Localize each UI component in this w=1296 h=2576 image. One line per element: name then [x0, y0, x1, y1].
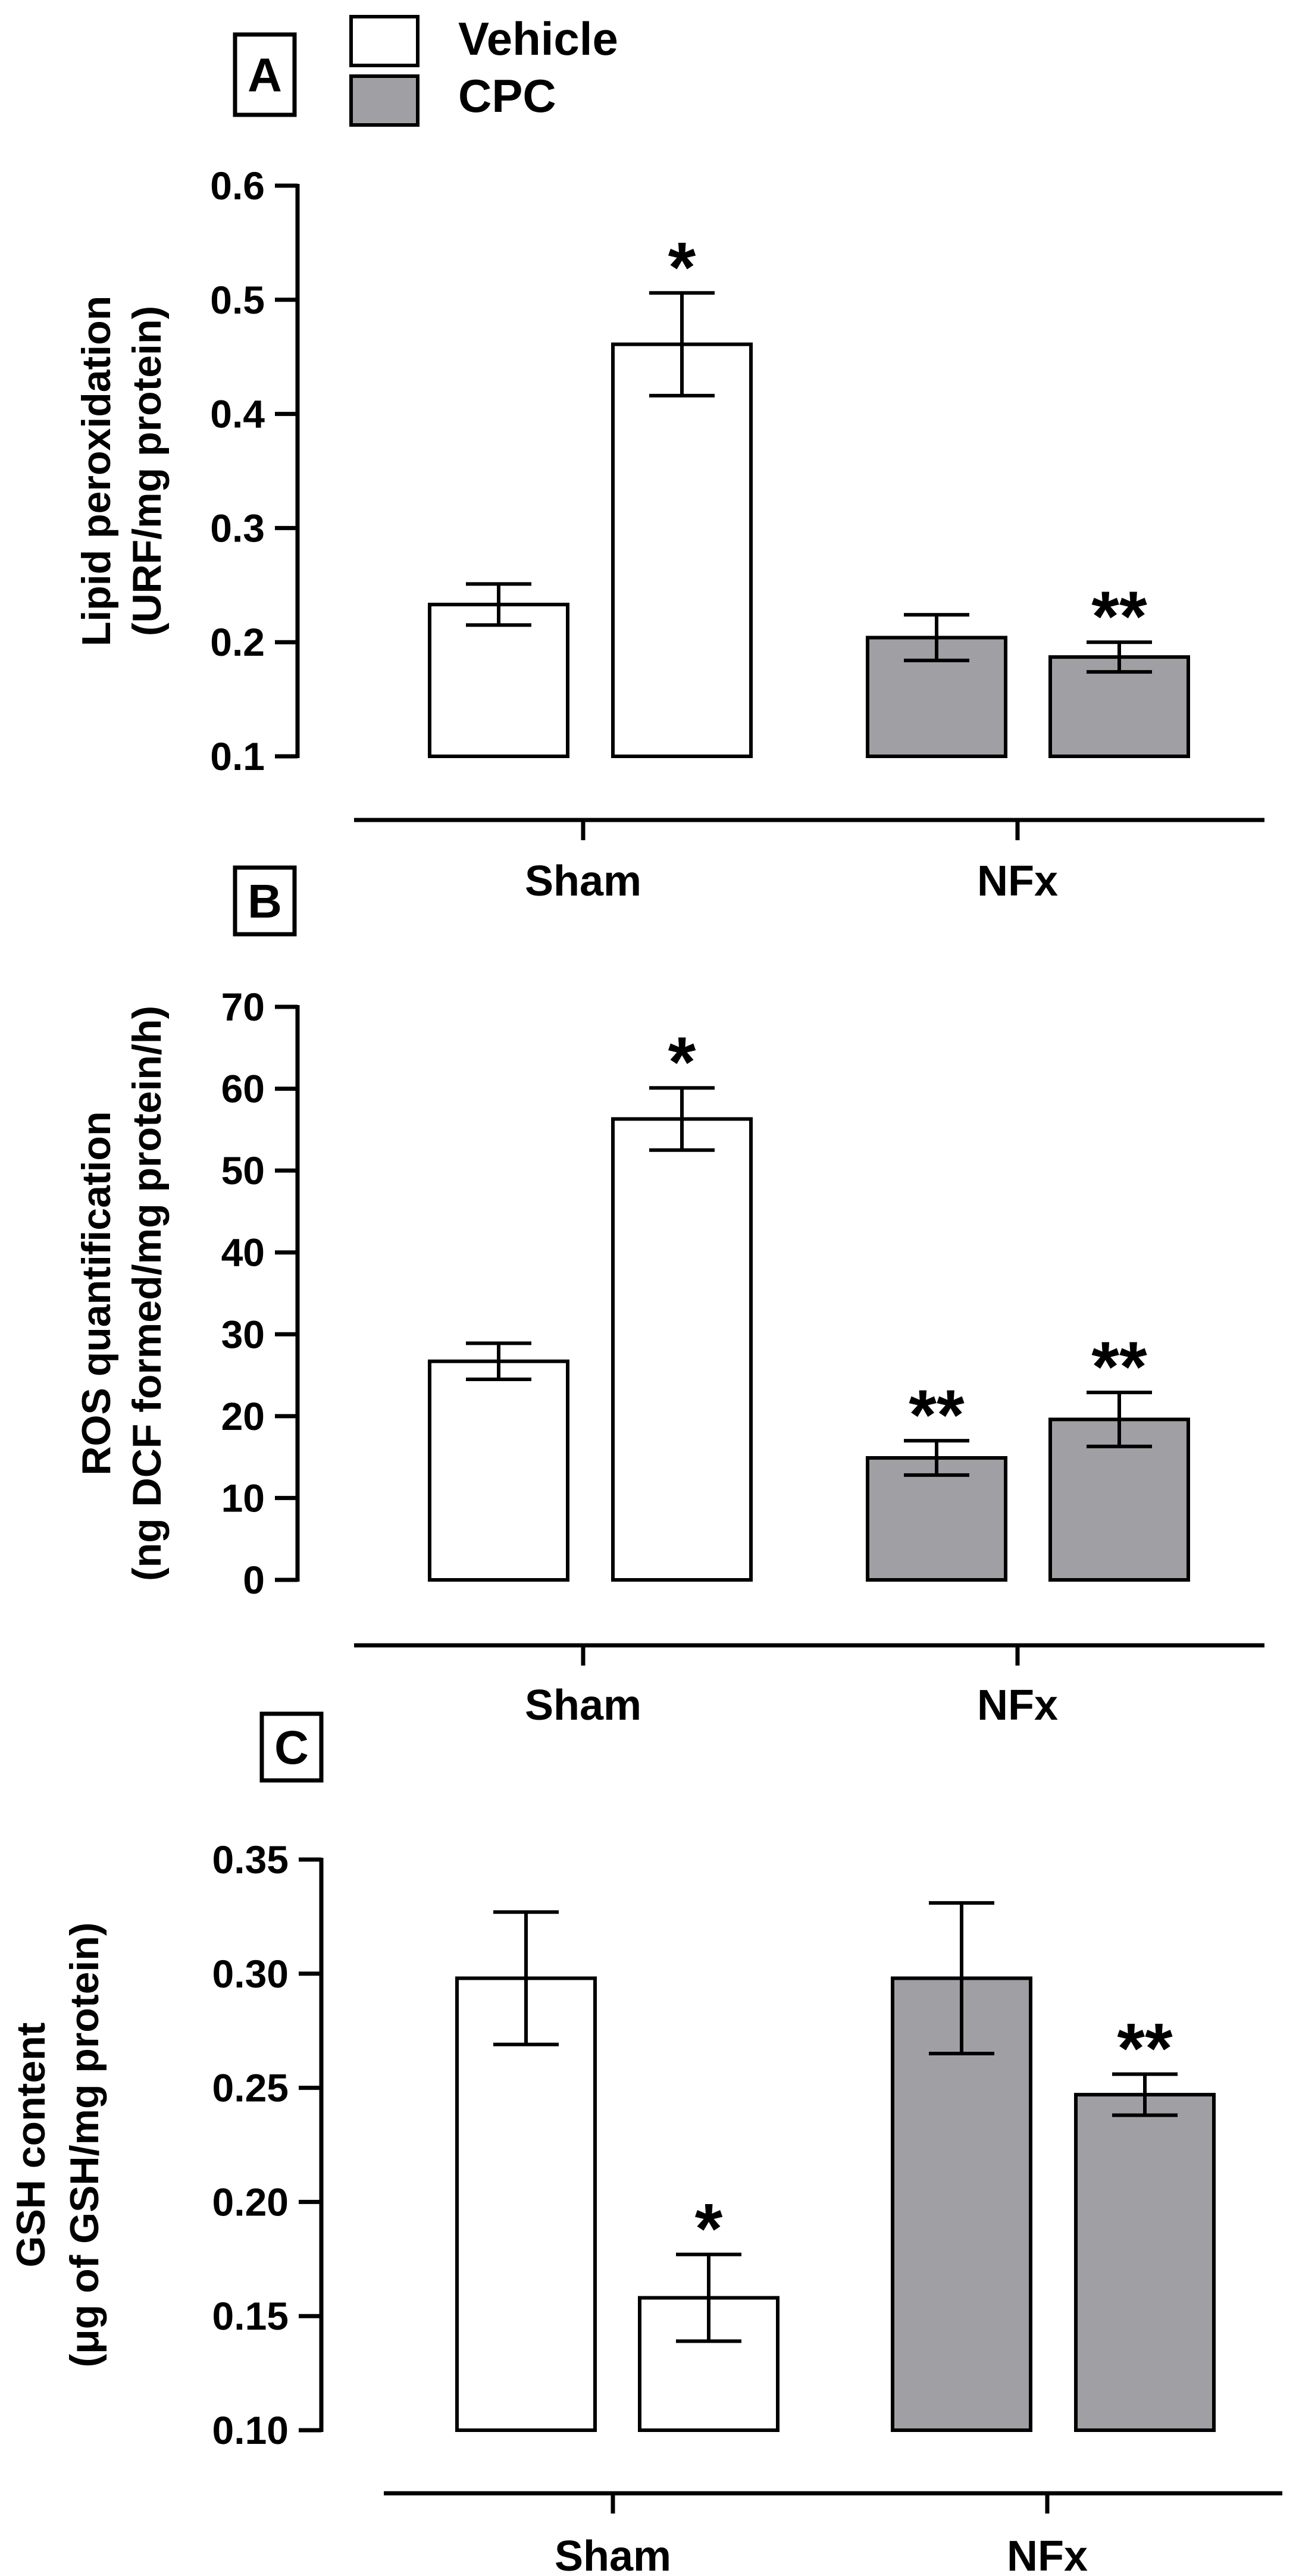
bar-vehicle-nfx	[611, 1117, 753, 1582]
y-tick-label: 0.6	[210, 164, 265, 208]
bar-cpc-nfx	[1074, 2093, 1216, 2432]
significance-marker: **	[909, 1375, 965, 1455]
panel-letter: A	[248, 49, 282, 102]
panel-c: C 0.10 0.15 0.20 0.25 0.30 0.35 GSH content (μg …	[8, 1711, 1282, 2576]
y-tick-label: 50	[221, 1148, 265, 1192]
y-axis-title: ROS quantification	[74, 1112, 119, 1476]
x-tick-label: NFx	[1007, 2533, 1088, 2576]
panel-b: B 0 10 20 30 40 50 60 70 ROS quantification (ng DC…	[74, 865, 1264, 1729]
legend-swatch-cpc	[349, 74, 420, 127]
y-tick-label: 70	[221, 985, 265, 1029]
bar-vehicle-sham	[428, 602, 569, 758]
x-tick-label: NFx	[977, 857, 1058, 905]
y-axis-title: GSH content	[8, 2023, 54, 2268]
y-tick-label: 0.2	[210, 620, 265, 664]
panel-letter-box	[233, 865, 297, 937]
significance-marker: *	[668, 1022, 696, 1102]
panel-letter: C	[274, 1721, 309, 1774]
x-tick-label: Sham	[555, 2533, 671, 2576]
bar-vehicle-sham	[455, 1976, 597, 2432]
significance-marker: **	[1117, 2009, 1173, 2089]
panel-a: A 0.1 0.2 0.3 0.4 0.5 0.6 Lipid peroxidation (UR…	[74, 32, 1264, 905]
significance-marker: **	[1091, 1327, 1147, 1407]
y-tick-label: 0.3	[210, 506, 265, 550]
bar-vehicle-nfx	[611, 342, 753, 758]
bar-vehicle-sham	[428, 1359, 569, 1582]
x-tick-label: Sham	[525, 857, 641, 905]
y-tick-label: 40	[221, 1231, 265, 1275]
y-axis-subtitle: (μg of GSH/mg protein)	[62, 1923, 107, 2368]
y-tick-label: 20	[221, 1394, 265, 1438]
panel-letter-box	[233, 32, 297, 117]
y-axis-subtitle: (URF/mg protein)	[124, 306, 170, 636]
significance-marker: **	[1091, 577, 1147, 656]
bar-cpc-sham	[866, 636, 1007, 758]
x-tick-label: NFx	[977, 1682, 1058, 1729]
y-tick-label: 0.1	[210, 734, 265, 778]
legend: Vehicle CPC	[349, 12, 618, 127]
y-tick-label: 0.5	[210, 278, 265, 322]
bar-cpc-sham	[866, 1456, 1007, 1582]
panel-letter: B	[248, 875, 282, 928]
significance-marker: *	[695, 2189, 723, 2269]
y-axis-title: Lipid peroxidation	[74, 296, 119, 646]
y-axis-subtitle: (ng DCF formed/mg protein/h)	[124, 1006, 170, 1581]
y-tick-label: 0.25	[212, 2066, 289, 2110]
y-tick-label: 0	[243, 1558, 265, 1602]
panel-letter-box	[259, 1711, 324, 1783]
y-tick-label: 0.35	[212, 1838, 289, 1882]
y-tick-label: 0.20	[212, 2180, 289, 2224]
y-tick-label: 30	[221, 1312, 265, 1356]
y-tick-label: 10	[221, 1476, 265, 1520]
x-tick-label: Sham	[525, 1682, 641, 1729]
y-tick-label: 0.15	[212, 2294, 289, 2338]
y-tick-label: 0.30	[212, 1952, 289, 1996]
significance-marker: *	[668, 227, 696, 307]
y-tick-label: 60	[221, 1067, 265, 1111]
legend-swatch-vehicle	[349, 15, 420, 67]
legend-label-vehicle: Vehicle	[458, 12, 618, 65]
legend-label-cpc: CPC	[458, 70, 556, 122]
y-tick-label: 0.10	[212, 2408, 289, 2452]
bar-cpc-nfx	[1048, 655, 1190, 759]
y-tick-label: 0.4	[210, 392, 265, 436]
